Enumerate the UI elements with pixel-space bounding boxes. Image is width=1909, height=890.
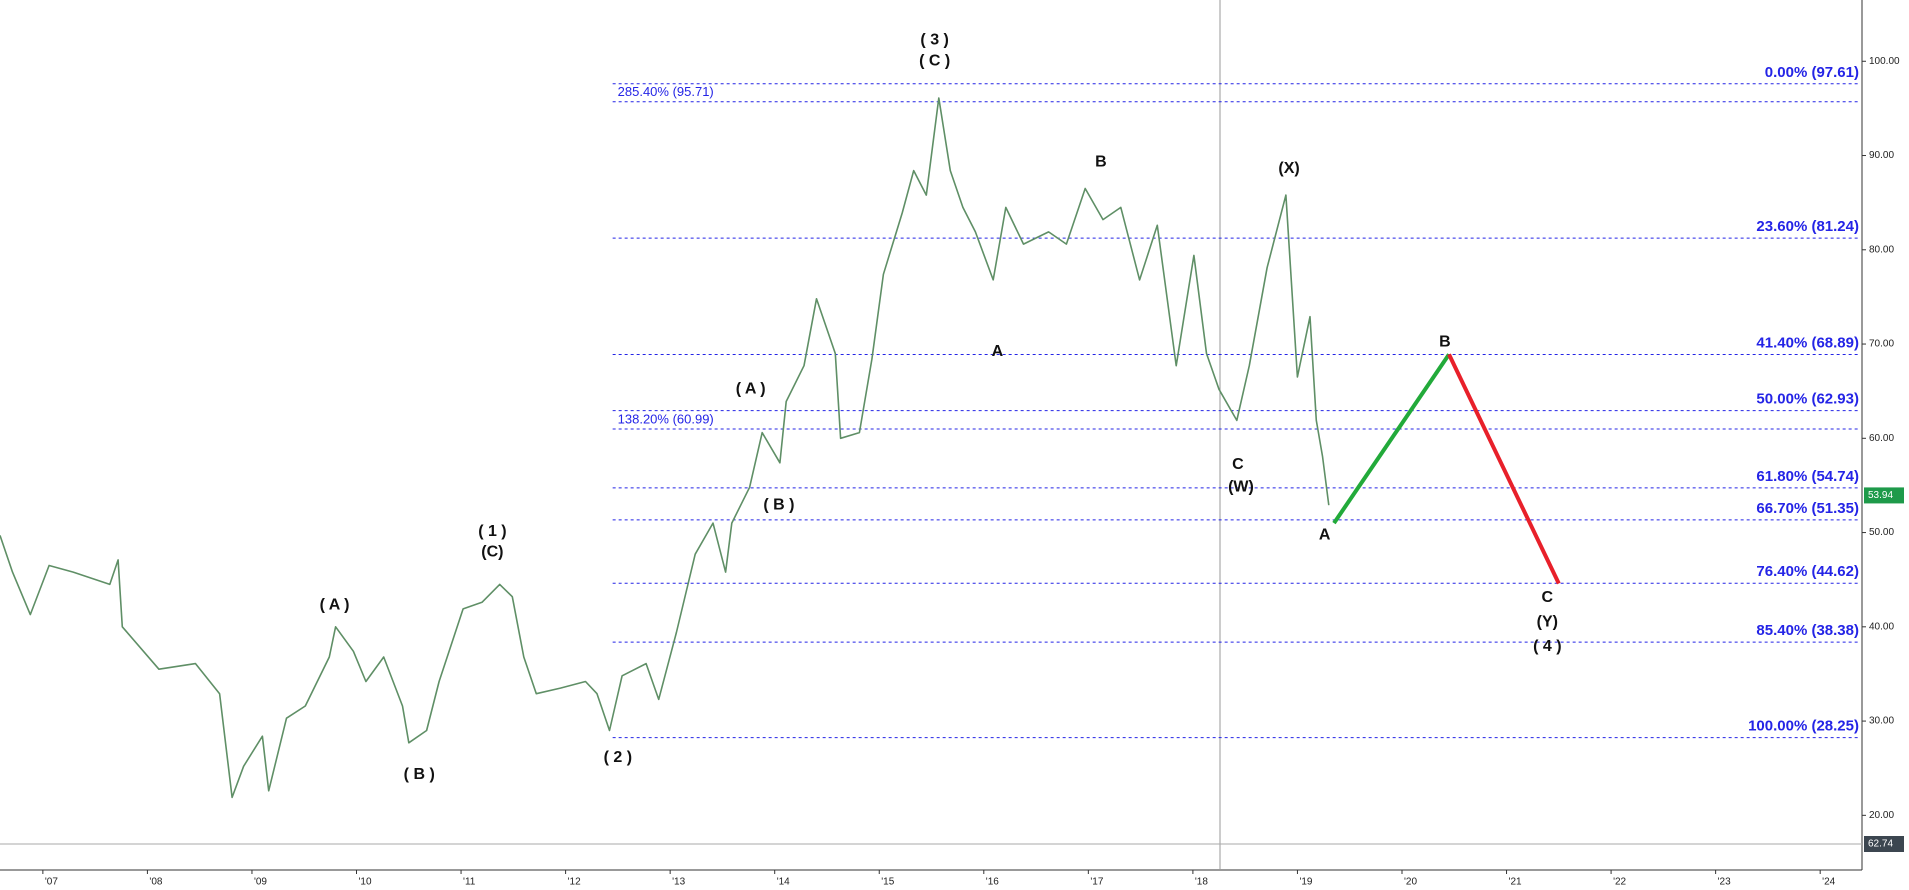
y-tick-label: 30.00 [1869,716,1894,727]
wave-label: C [1542,589,1554,606]
x-tick-label: '10 [359,877,372,888]
wave-label: ( 2 ) [604,749,632,766]
x-tick-label: '20 [1404,877,1417,888]
crosshair-tag [1864,836,1904,852]
x-tick-label: '12 [568,877,581,888]
fib-label: 41.40% (68.89) [1756,334,1859,351]
wave-label: ( A ) [320,596,350,613]
x-tick-label: '24 [1822,877,1835,888]
fib-label: 66.70% (51.35) [1756,500,1859,517]
y-tick-label: 100.00 [1869,56,1900,67]
last-price-tag [1864,487,1904,504]
x-tick-label: '16 [986,877,999,888]
y-tick-label: 50.00 [1869,527,1894,538]
x-tick-label: '23 [1718,877,1731,888]
projection-line [1332,353,1451,525]
price-line [0,97,1330,799]
x-tick-label: '22 [1613,877,1626,888]
x-tick-label: '13 [672,877,685,888]
x-tick-label: '21 [1509,877,1522,888]
wave-label: (X) [1278,160,1299,177]
y-tick-label: 40.00 [1869,621,1894,632]
wave-label: B [1439,333,1451,350]
wave-label: ( 1 ) [478,523,506,540]
wave-label: ( 3 ) [920,32,948,49]
wave-label: (C) [481,544,503,561]
fib-label: 85.40% (38.38) [1756,622,1859,639]
x-tick-label: '17 [1090,877,1103,888]
y-tick-label: 60.00 [1869,433,1894,444]
wave-label: A [1319,527,1331,544]
fib-extension-label: 285.40% (95.71) [618,84,714,99]
fib-label: 50.00% (62.93) [1756,391,1859,408]
y-tick-label: 80.00 [1869,244,1894,255]
fib-extension-label: 138.20% (60.99) [618,411,714,426]
x-tick-label: '09 [254,877,267,888]
fib-label: 100.00% (28.25) [1748,718,1859,735]
x-tick-label: '15 [881,877,894,888]
wave-label: ( B ) [404,766,435,783]
y-tick-label: 90.00 [1869,150,1894,161]
fib-label: 0.00% (97.61) [1765,64,1859,81]
wave-label: A [992,343,1004,360]
x-tick-label: '07 [45,877,58,888]
x-tick-label: '11 [463,877,476,888]
x-tick-label: '19 [1299,877,1312,888]
wave-label: B [1095,153,1107,170]
wave-label: ( 4 ) [1533,638,1561,655]
x-tick-label: '08 [149,877,162,888]
wave-label: C [1232,456,1244,473]
wave-label: ( C ) [919,52,950,69]
last-price-label: 53.94 [1868,490,1893,501]
wave-label: (Y) [1537,613,1558,630]
x-tick-label: '14 [777,877,790,888]
y-tick-label: 20.00 [1869,810,1894,821]
fib-label: 23.60% (81.24) [1756,218,1859,235]
wave-label: (W) [1228,479,1254,496]
crosshair-label: 62.74 [1868,839,1893,850]
fib-label: 76.40% (44.62) [1756,563,1859,580]
wave-label: ( B ) [763,496,794,513]
projection-line [1447,353,1561,585]
y-tick-label: 70.00 [1869,339,1894,350]
x-tick-label: '18 [1195,877,1208,888]
wave-label: ( A ) [736,381,766,398]
fib-label: 61.80% (54.74) [1756,468,1859,485]
